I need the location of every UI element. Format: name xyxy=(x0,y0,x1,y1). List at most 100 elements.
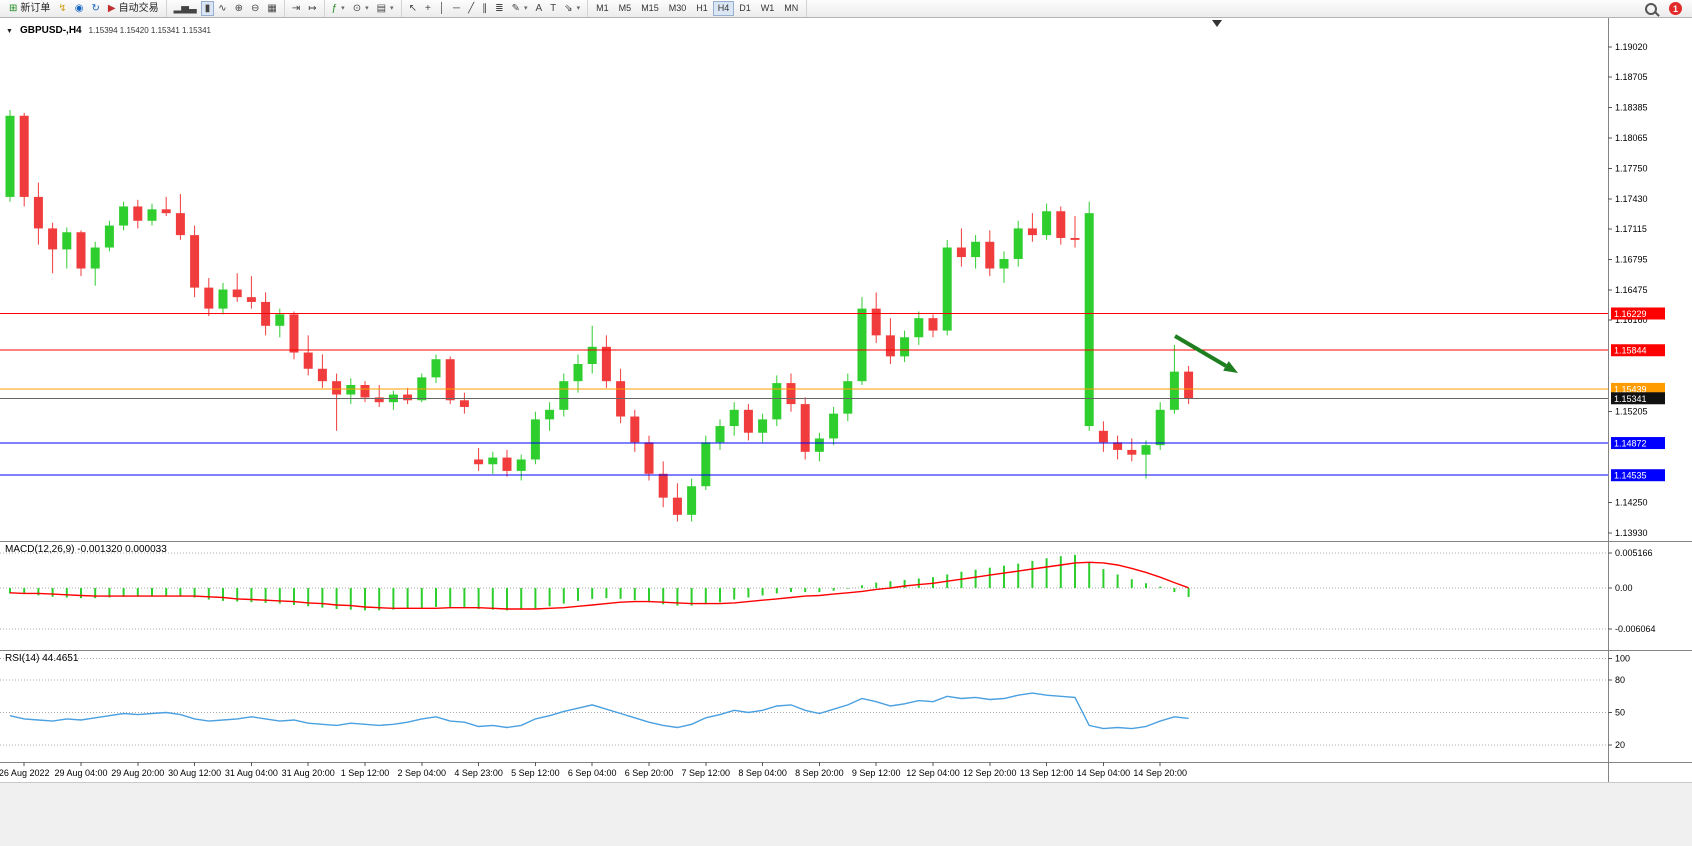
svg-text:20: 20 xyxy=(1615,740,1625,750)
chart-shift-icon: ↦ xyxy=(308,2,317,14)
new-order-button[interactable]: ⊞ 新订单 xyxy=(5,1,54,16)
timeframe-h1-button[interactable]: H1 xyxy=(691,1,713,16)
tile-windows-icon: ▦ xyxy=(267,2,277,14)
svg-text:1.19020: 1.19020 xyxy=(1615,42,1648,52)
text-label-icon: T xyxy=(550,2,557,14)
shapes-button[interactable]: ✎ ▾ xyxy=(508,1,532,16)
chart-window[interactable]: 1.19020 1.18705 1.18385 1.18065 1.17750 1.174… xyxy=(0,18,1692,846)
crosshair-icon: + xyxy=(424,2,431,14)
trendline-icon: ╱ xyxy=(468,2,475,14)
svg-text:31 Aug 20:00: 31 Aug 20:00 xyxy=(282,768,335,778)
tile-windows-button[interactable]: ▦ xyxy=(263,1,280,16)
timeframe-w1-button[interactable]: W1 xyxy=(756,1,780,16)
svg-text:8 Sep 20:00: 8 Sep 20:00 xyxy=(795,768,844,778)
candlestick-mode-icon: ▮ xyxy=(204,2,211,14)
line-chart-mode-icon: ∿ xyxy=(218,2,227,14)
fibonacci-button[interactable]: ≣ xyxy=(491,1,507,16)
bar-chart-mode-icon: ▂▅▃ xyxy=(173,2,197,14)
vertical-line-button[interactable]: │ xyxy=(435,1,449,16)
arrows-icon: ⇘ xyxy=(564,2,573,14)
dropdown-caret-icon: ▾ xyxy=(576,5,581,12)
toolbar-group: ▂▅▃ ▮ ∿ ⊕ ⊖ ▦ xyxy=(167,0,285,17)
expert-advisors-icon-icon: ↯ xyxy=(58,2,67,14)
timeframe-m15-button[interactable]: M15 xyxy=(636,1,664,16)
candlestick-mode-button[interactable]: ▮ xyxy=(200,1,215,16)
indicators-icon: ƒ xyxy=(331,2,338,14)
timeframe-m1-button[interactable]: M1 xyxy=(591,1,614,16)
auto-trading-icon: ▶ xyxy=(107,2,116,14)
chart-canvas[interactable]: 1.19020 1.18705 1.18385 1.18065 1.17750 1.174… xyxy=(0,18,1692,846)
svg-text:4 Sep 23:00: 4 Sep 23:00 xyxy=(454,768,503,778)
svg-text:1.16160: 1.16160 xyxy=(1615,315,1648,325)
data-window-icon-button[interactable]: ◉ xyxy=(71,1,88,16)
timeframe-m5-button[interactable]: M5 xyxy=(614,1,637,16)
zoom-in-icon: ⊕ xyxy=(234,2,243,14)
svg-text:50: 50 xyxy=(1615,707,1625,717)
timeframe-d1-button[interactable]: D1 xyxy=(734,1,756,16)
search-icon-button[interactable] xyxy=(1641,1,1661,16)
timeframe-m30-button[interactable]: M30 xyxy=(664,1,692,16)
arrow-object[interactable] xyxy=(1173,334,1238,373)
refresh-icon-button[interactable]: ↻ xyxy=(88,1,104,16)
svg-text:1.14535: 1.14535 xyxy=(1614,471,1647,481)
chart-shift-marker[interactable] xyxy=(1212,20,1222,27)
bar-chart-mode-button[interactable]: ▂▅▃ xyxy=(170,1,201,16)
svg-text:1.18705: 1.18705 xyxy=(1615,72,1648,82)
templates-button[interactable]: ▤ ▾ xyxy=(373,1,398,16)
toolbar-button-label: M5 xyxy=(618,3,632,13)
text-button[interactable]: A xyxy=(531,1,546,16)
zoom-in-button[interactable]: ⊕ xyxy=(231,1,247,16)
crosshair-button[interactable]: + xyxy=(421,1,435,16)
timeframe-mn-button[interactable]: MN xyxy=(779,1,803,16)
equidistant-channel-button[interactable]: ∥ xyxy=(478,1,491,16)
toolbar-button-label: 新订单 xyxy=(20,2,51,14)
timeframe-h4-button[interactable]: H4 xyxy=(712,1,735,16)
panel-separators[interactable] xyxy=(0,18,1692,783)
fibonacci-icon: ≣ xyxy=(495,2,504,14)
text-label-button[interactable]: T xyxy=(546,1,560,16)
chart-shift-button[interactable]: ↦ xyxy=(304,1,320,16)
svg-text:13 Sep 12:00: 13 Sep 12:00 xyxy=(1020,768,1074,778)
svg-text:14 Sep 04:00: 14 Sep 04:00 xyxy=(1077,768,1131,778)
trendline-button[interactable]: ╱ xyxy=(464,1,478,16)
search-icon xyxy=(1645,2,1657,15)
toolbar-group: ⊞ 新订单 ↯ ◉ ↻ ▶ 自动交易 xyxy=(2,0,167,17)
periods-icon: ⊙ xyxy=(352,2,362,14)
svg-text:6 Sep 04:00: 6 Sep 04:00 xyxy=(568,768,617,778)
cursor-icon: ↖ xyxy=(408,2,417,14)
macd-signal-line xyxy=(9,561,1189,610)
zoom-out-button[interactable]: ⊖ xyxy=(247,1,263,16)
svg-text:1.15844: 1.15844 xyxy=(1614,346,1647,356)
notification-badge[interactable]: 1 xyxy=(1669,2,1682,15)
svg-text:1.17430: 1.17430 xyxy=(1615,194,1648,204)
price-axis[interactable]: 1.19020 1.18705 1.18385 1.18065 1.17750 1.174… xyxy=(1608,42,1656,750)
toolbar-button-label: MN xyxy=(784,3,799,13)
refresh-icon-icon: ↻ xyxy=(91,2,100,14)
indicators-button[interactable]: ƒ ▾ xyxy=(328,1,349,16)
svg-text:1.17750: 1.17750 xyxy=(1615,163,1648,173)
time-axis[interactable]: 26 Aug 2022 29 Aug 04:00 29 Aug 20:00 30 Au… xyxy=(0,762,1187,778)
horizontal-line-objects[interactable] xyxy=(0,312,1608,476)
cursor-button[interactable]: ↖ xyxy=(405,1,421,16)
svg-text:12 Sep 20:00: 12 Sep 20:00 xyxy=(963,768,1017,778)
expert-advisors-icon-button[interactable]: ↯ xyxy=(54,1,70,16)
svg-text:1.18385: 1.18385 xyxy=(1615,103,1648,113)
auto-scroll-button[interactable]: ⇥ xyxy=(288,1,304,16)
svg-text:1.15439: 1.15439 xyxy=(1614,384,1647,394)
periods-button[interactable]: ⊙ ▾ xyxy=(349,1,373,16)
svg-text:26 Aug 2022: 26 Aug 2022 xyxy=(0,768,49,778)
svg-text:1.16229: 1.16229 xyxy=(1614,309,1647,319)
arrows-button[interactable]: ⇘ ▾ xyxy=(560,1,584,16)
horizontal-line-button[interactable]: ─ xyxy=(449,1,464,16)
svg-text:7 Sep 12:00: 7 Sep 12:00 xyxy=(682,768,731,778)
shapes-icon: ✎ xyxy=(511,2,520,14)
svg-text:29 Aug 04:00: 29 Aug 04:00 xyxy=(54,768,107,778)
toolbar-button-label: M1 xyxy=(596,3,609,13)
toolbar-group: M1 M5 M15 M30 H1 H4 D1 W1 MN xyxy=(588,0,808,17)
line-chart-mode-button[interactable]: ∿ xyxy=(214,1,230,16)
indicator-level-lines xyxy=(0,552,1608,746)
svg-text:30 Aug 12:00: 30 Aug 12:00 xyxy=(168,768,221,778)
svg-text:1.15341: 1.15341 xyxy=(1614,394,1647,404)
auto-trading-button[interactable]: ▶ 自动交易 xyxy=(104,1,163,16)
